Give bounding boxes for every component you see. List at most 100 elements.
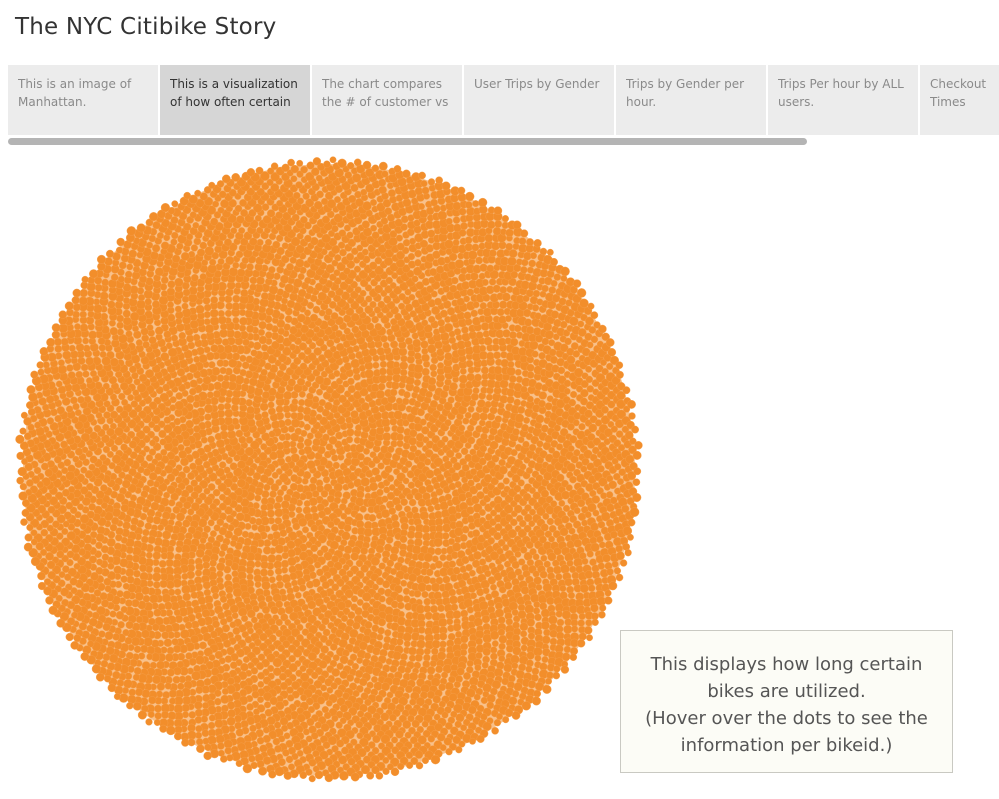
story-point-5[interactable]: Trips by Gender per hour. (616, 65, 766, 135)
bike-dot[interactable] (312, 438, 321, 447)
bike-dot[interactable] (458, 374, 468, 384)
bike-dot[interactable] (281, 566, 289, 574)
bike-dot[interactable] (101, 599, 110, 608)
bike-dot[interactable] (187, 508, 195, 516)
bike-dot[interactable] (578, 423, 586, 431)
bike-dot[interactable] (277, 327, 285, 335)
bike-dot[interactable] (386, 559, 395, 568)
bike-dot[interactable] (100, 484, 108, 492)
bike-dot[interactable] (298, 288, 307, 298)
bike-dot[interactable] (388, 507, 397, 515)
bike-dot[interactable] (563, 379, 572, 388)
bike-dot[interactable] (250, 440, 260, 450)
bike-dot[interactable] (217, 315, 227, 325)
bike-dot[interactable] (281, 574, 291, 584)
bike-dot[interactable] (498, 655, 506, 662)
bike-dot[interactable] (364, 621, 373, 629)
bike-dot[interactable] (466, 659, 474, 667)
bike-dot[interactable] (245, 355, 254, 364)
bike-dot[interactable] (300, 615, 308, 624)
bike-dot[interactable] (352, 621, 361, 630)
bike-dot[interactable] (149, 594, 159, 604)
bike-dot[interactable] (160, 290, 168, 298)
bike-dot[interactable] (148, 336, 157, 345)
bike-dot[interactable] (517, 610, 527, 620)
bike-dot[interactable] (526, 363, 535, 372)
bike-dot[interactable] (312, 395, 320, 404)
bike-dot[interactable] (558, 499, 566, 507)
bike-dot[interactable] (250, 616, 258, 624)
bike-dot[interactable] (306, 580, 314, 589)
bike-dot[interactable] (298, 351, 307, 360)
bike-dot[interactable] (156, 660, 166, 670)
bike-dot[interactable] (188, 657, 197, 666)
bike-dot[interactable] (357, 453, 365, 461)
bike-dot[interactable] (194, 708, 203, 717)
bike-dot[interactable] (112, 633, 120, 641)
bike-dot[interactable] (581, 557, 589, 565)
bike-dot[interactable] (173, 609, 181, 617)
bike-dot[interactable] (266, 569, 275, 577)
bike-dot[interactable] (93, 424, 102, 433)
bike-dot[interactable] (494, 415, 503, 423)
bike-dot[interactable] (243, 597, 251, 605)
bike-dot[interactable] (234, 282, 242, 290)
bike-dot[interactable] (320, 645, 329, 654)
bike-dot[interactable] (395, 594, 404, 603)
bike-dot[interactable] (270, 605, 279, 615)
bike-dot[interactable] (386, 491, 396, 501)
bike-dot[interactable] (219, 367, 227, 375)
bike-dot[interactable] (378, 367, 387, 376)
bike-dot[interactable] (225, 559, 233, 567)
bike-dot[interactable] (335, 721, 343, 729)
bike-dot[interactable] (400, 579, 408, 587)
bike-dot[interactable] (382, 580, 391, 589)
bike-dot[interactable] (448, 467, 456, 475)
bike-dot[interactable] (430, 370, 438, 378)
bike-dot[interactable] (170, 334, 179, 342)
bike-dot[interactable] (232, 261, 240, 269)
bike-dot[interactable] (303, 423, 311, 431)
bike-dot[interactable] (536, 440, 544, 448)
bike-dot[interactable] (591, 495, 601, 504)
bike-dot[interactable] (324, 401, 333, 411)
bike-dot[interactable] (325, 443, 334, 451)
bike-dot[interactable] (412, 385, 421, 394)
bike-dot[interactable] (425, 206, 435, 216)
bike-dot[interactable] (404, 460, 413, 468)
bike-dot[interactable] (271, 523, 279, 532)
bike-dot[interactable] (443, 322, 454, 333)
bike-dot[interactable] (586, 550, 594, 558)
bike-dot[interactable] (207, 483, 216, 491)
bike-dot[interactable] (540, 554, 548, 562)
bike-dot[interactable] (158, 295, 169, 306)
bike-dot[interactable] (369, 300, 377, 309)
bike-dot[interactable] (298, 448, 306, 456)
bike-dot[interactable] (161, 593, 172, 603)
bike-dot[interactable] (232, 294, 241, 303)
bike-dot[interactable] (455, 452, 463, 460)
bike-dot[interactable] (377, 462, 385, 470)
bike-dot[interactable] (245, 436, 254, 444)
bike-dot[interactable] (289, 446, 298, 455)
bike-dot[interactable] (210, 296, 219, 304)
bike-dot[interactable] (460, 634, 469, 644)
bike-dot[interactable] (101, 553, 110, 561)
bike-dot[interactable] (186, 334, 195, 343)
bike-dot[interactable] (514, 550, 522, 558)
bike-dot[interactable] (85, 356, 95, 366)
bike-dot[interactable] (225, 256, 235, 265)
bike-dot[interactable] (77, 396, 85, 404)
bike-dot[interactable] (276, 369, 285, 378)
bike-dot[interactable] (225, 585, 234, 594)
bike-dot[interactable] (423, 552, 434, 563)
bike-dot[interactable] (180, 252, 190, 261)
bike-dot[interactable] (555, 610, 563, 618)
bike-dot[interactable] (115, 610, 125, 620)
bike-dot[interactable] (306, 392, 314, 400)
bike-dot[interactable] (181, 584, 191, 595)
bike-dot[interactable] (203, 588, 212, 597)
bike-dot[interactable] (224, 655, 233, 663)
bike-dot[interactable] (519, 463, 527, 471)
bike-dot[interactable] (427, 505, 435, 513)
